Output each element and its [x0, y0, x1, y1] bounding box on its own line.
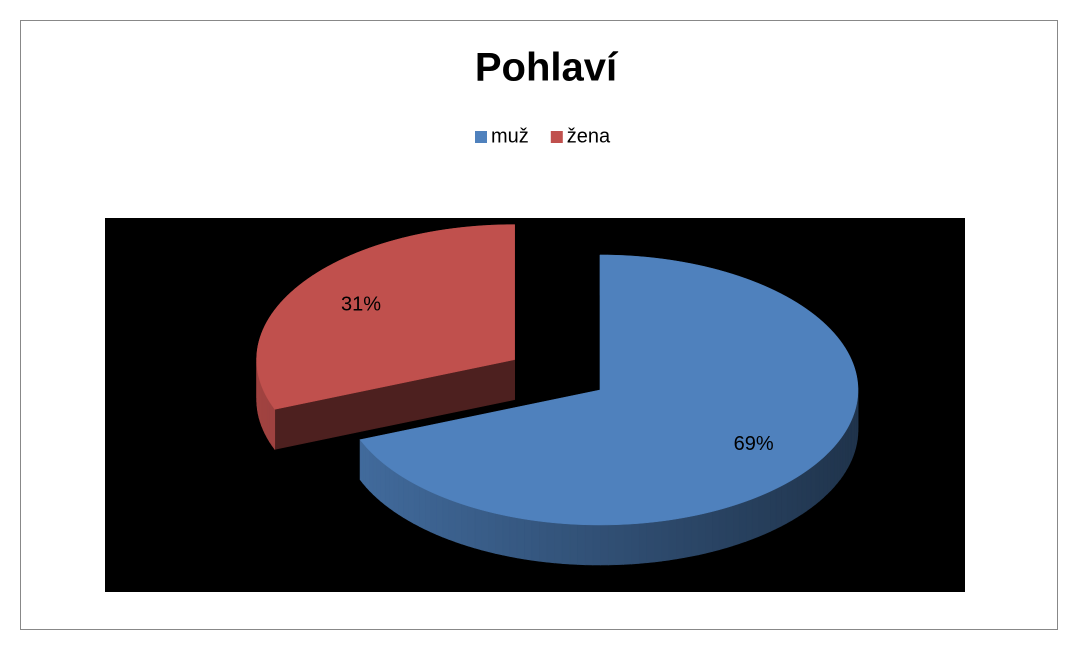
legend-swatch	[475, 131, 487, 143]
slice-side	[404, 478, 409, 521]
slice-side	[654, 521, 662, 562]
slice-side	[816, 461, 820, 504]
slice-side	[807, 468, 812, 511]
slice-side	[843, 432, 845, 476]
slice-side	[455, 502, 461, 544]
slice-side	[746, 499, 752, 541]
slice-side	[698, 513, 705, 555]
slice-side	[570, 524, 578, 564]
slice-side	[840, 435, 843, 479]
slice-side	[733, 504, 740, 546]
slice-side	[370, 451, 374, 495]
slice-side	[848, 424, 850, 468]
slice-side	[577, 524, 585, 564]
slice-side	[770, 489, 776, 532]
slice-side	[662, 520, 669, 561]
slice-side	[389, 468, 394, 511]
slice-side	[431, 492, 437, 535]
slice-side	[539, 521, 547, 562]
slice-side	[272, 406, 275, 450]
slice-side	[360, 440, 363, 484]
slice-side	[601, 525, 609, 565]
slice-side	[443, 497, 449, 539]
data-label: 69%	[734, 433, 774, 455]
slice-side	[510, 517, 517, 558]
slice-side	[381, 461, 385, 504]
slice-side	[776, 486, 782, 529]
slice-side	[616, 524, 624, 564]
slice-side	[624, 524, 632, 564]
slice-side	[562, 524, 570, 565]
slice-side	[684, 516, 691, 557]
slice-side	[377, 458, 381, 501]
slice-side	[792, 477, 797, 520]
slice-side	[787, 480, 792, 523]
chart-title: Pohlaví	[475, 46, 619, 90]
slice-side	[409, 481, 414, 524]
slice-side	[639, 523, 647, 564]
slice-side	[802, 471, 807, 514]
slice-side	[366, 447, 369, 491]
slice-side	[437, 495, 443, 538]
slice-side	[425, 489, 431, 532]
slice-side	[752, 497, 758, 539]
slice-side	[764, 492, 770, 535]
slice-side	[811, 464, 815, 507]
slice-side	[726, 506, 733, 548]
slice-side	[758, 494, 764, 537]
slice-side	[462, 504, 469, 546]
slice-side	[705, 512, 712, 554]
slice-side	[827, 450, 831, 494]
slice-side	[496, 513, 503, 555]
slice-side	[691, 515, 698, 556]
slice-side	[631, 523, 639, 564]
slice-side	[475, 508, 482, 550]
data-label: 31%	[341, 293, 381, 315]
slice-side	[719, 508, 726, 550]
slice-side	[585, 525, 593, 565]
slice-side	[608, 525, 616, 565]
slice-side	[677, 518, 684, 559]
slice-side	[555, 523, 563, 564]
legend-label: muž	[491, 125, 529, 147]
slice-side	[525, 519, 532, 560]
slice-side	[739, 501, 745, 543]
slice-side	[419, 486, 425, 529]
slice-side	[834, 443, 837, 487]
slice-side	[517, 518, 524, 559]
slice-side	[781, 483, 786, 526]
slice-side	[399, 474, 404, 517]
slice-side	[270, 402, 273, 446]
slice-side	[824, 454, 828, 498]
slice-side	[845, 428, 847, 472]
slice-side	[831, 447, 834, 491]
slice-side	[468, 506, 475, 548]
slice-side	[482, 510, 489, 552]
slice-side	[820, 457, 824, 500]
slice-side	[503, 515, 510, 556]
slice-side	[532, 520, 539, 561]
slice-side	[373, 454, 377, 498]
slice-side	[265, 394, 267, 438]
slice-side	[489, 512, 496, 554]
slice-side	[593, 525, 601, 565]
slice-side	[712, 510, 719, 552]
slice-side	[647, 522, 655, 563]
legend-label: žena	[567, 125, 611, 147]
slice-side	[363, 443, 366, 487]
slice-side	[449, 499, 455, 541]
legend-swatch	[551, 131, 563, 143]
slice-side	[394, 471, 399, 514]
slice-side	[669, 519, 676, 560]
slice-side	[547, 522, 555, 563]
slice-side	[797, 474, 802, 517]
slice-side	[385, 465, 389, 508]
slice-side	[837, 439, 840, 483]
slice-side	[267, 398, 269, 442]
slice-side	[414, 484, 419, 527]
